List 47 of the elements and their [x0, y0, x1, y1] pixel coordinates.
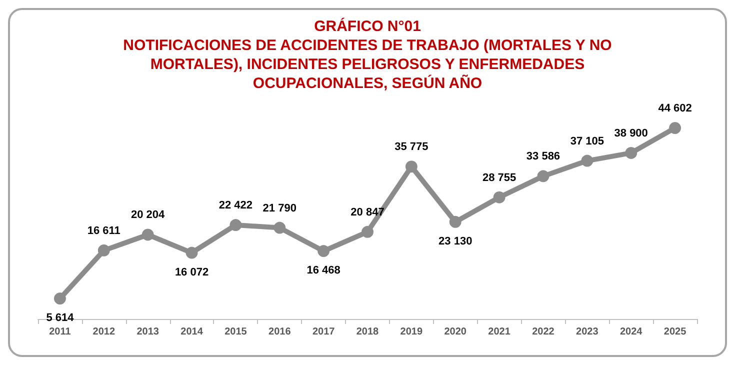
point: [142, 228, 154, 241]
data-label: 23 130: [438, 235, 472, 248]
data-label: 38 900: [614, 127, 648, 140]
point: [537, 170, 550, 182]
data-label: 16 611: [87, 224, 120, 237]
x-tick-label: 2013: [136, 326, 160, 338]
point: [54, 292, 66, 305]
point: [449, 216, 462, 228]
point: [362, 226, 374, 238]
point: [669, 122, 682, 134]
chart-title: GRÁFICO N°01: [314, 17, 421, 35]
x-tick-label: 2025: [664, 326, 687, 338]
x-tick-label: 2023: [576, 326, 599, 338]
data-label: 33 586: [526, 150, 560, 163]
data-label: 22 422: [218, 200, 253, 212]
point: [625, 146, 638, 159]
data-label: 20 847: [350, 206, 384, 218]
x-tick-label: 2014: [180, 326, 204, 338]
data-label: 28 755: [482, 172, 516, 184]
point: [274, 222, 286, 234]
point: [98, 244, 110, 256]
point: [405, 160, 418, 173]
x-tick-label: 2019: [400, 326, 423, 338]
x-tick-label: 2024: [620, 326, 643, 338]
x-tick-label: 2016: [268, 326, 292, 338]
x-tick-label: 2020: [444, 326, 467, 338]
x-tick-label: 2017: [312, 326, 336, 338]
data-label: 44 602: [658, 102, 692, 114]
data-label: 5 614: [46, 312, 75, 324]
data-label: 35 775: [394, 141, 428, 154]
x-tick-label: 2018: [356, 326, 380, 338]
point: [493, 191, 506, 204]
data-label: 37 105: [570, 135, 604, 148]
data-label: 21 790: [262, 202, 296, 214]
x-tick-label: 2022: [532, 326, 555, 338]
point: [186, 246, 198, 259]
point: [581, 154, 594, 167]
point: [318, 245, 330, 258]
x-tick-label: 2011: [49, 326, 72, 338]
x-tick-label: 2021: [488, 326, 511, 338]
x-tick-label: 2015: [224, 326, 248, 338]
data-label: 16 072: [174, 266, 209, 278]
x-tick-label: 2012: [92, 326, 116, 338]
data-label: 16 468: [306, 264, 340, 277]
data-label: 20 204: [131, 209, 166, 222]
chart-subtitle: NOTIFICACIONES DE ACCIDENTES DE TRABAJO (MORTALES Y NO MORTALES), INCIDENTES PELIGROSOS Y ENFERMEDADES OCUPACIONALES, SEGÚN AÑO: [123, 37, 612, 92]
point: [230, 219, 242, 232]
